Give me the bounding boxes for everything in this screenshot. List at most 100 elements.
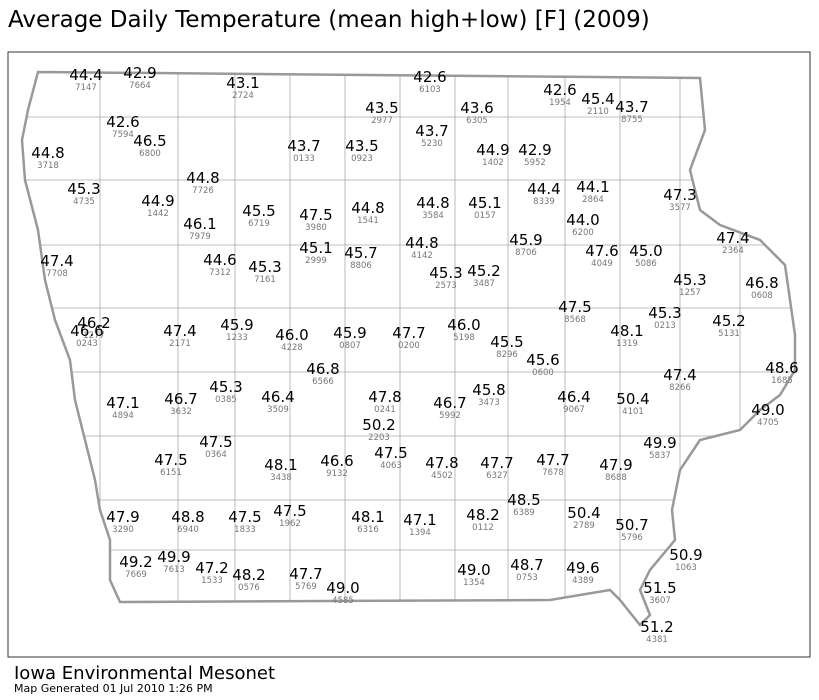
station-id: 6719 bbox=[248, 219, 270, 229]
station-temp: 47.5 bbox=[374, 444, 407, 462]
station-id: 7726 bbox=[192, 186, 214, 196]
station-id: 0112 bbox=[472, 523, 494, 533]
station-temp: 45.2 bbox=[712, 312, 745, 330]
station-temp: 45.3 bbox=[648, 304, 681, 322]
station-temp: 47.5 bbox=[273, 502, 306, 520]
station-id: 1277 bbox=[83, 331, 105, 341]
station-id: 1233 bbox=[226, 333, 248, 343]
station-id: 0608 bbox=[751, 291, 773, 301]
station-id: 2364 bbox=[722, 246, 744, 256]
station-id: 3607 bbox=[649, 596, 671, 606]
station-id: 1954 bbox=[549, 98, 571, 108]
station-id: 4381 bbox=[646, 635, 668, 645]
station-temp: 44.8 bbox=[416, 194, 449, 212]
station-temp: 44.8 bbox=[31, 144, 64, 162]
station-id: 1354 bbox=[463, 578, 485, 588]
station-temp: 48.1 bbox=[610, 322, 643, 340]
station-temp: 44.1 bbox=[576, 178, 609, 196]
station-id: 4735 bbox=[73, 197, 95, 207]
station-temp: 45.1 bbox=[468, 194, 501, 212]
station-id: 4389 bbox=[572, 576, 594, 586]
station-temp: 50.4 bbox=[567, 504, 600, 522]
station-id: 5952 bbox=[524, 158, 546, 168]
station-temp: 42.9 bbox=[123, 64, 156, 82]
station-id: 0576 bbox=[238, 583, 260, 593]
station-temp: 45.9 bbox=[333, 324, 366, 342]
station-id: 1442 bbox=[147, 209, 169, 219]
station-temp: 42.9 bbox=[518, 141, 551, 159]
station-id: 1685 bbox=[771, 376, 793, 386]
station-id: 8806 bbox=[350, 261, 372, 271]
station-id: 4705 bbox=[757, 418, 779, 428]
station-id: 5769 bbox=[295, 582, 317, 592]
station-id: 3584 bbox=[422, 211, 444, 221]
station-temp: 46.7 bbox=[164, 390, 197, 408]
station-id: 1394 bbox=[409, 528, 431, 538]
station-temp: 50.4 bbox=[616, 390, 649, 408]
station-temp: 48.1 bbox=[351, 508, 384, 526]
station-temp: 43.5 bbox=[345, 137, 378, 155]
station-temp: 51.2 bbox=[640, 618, 673, 636]
station-temp: 47.5 bbox=[228, 508, 261, 526]
station-temp: 43.7 bbox=[287, 137, 320, 155]
station-id: 6305 bbox=[466, 116, 488, 126]
station-temp: 47.4 bbox=[716, 229, 749, 247]
station-id: 6200 bbox=[572, 228, 594, 238]
station-id: 0385 bbox=[215, 395, 237, 405]
station-id: 8688 bbox=[605, 473, 627, 483]
station-id: 4063 bbox=[380, 461, 402, 471]
station-id: 0133 bbox=[293, 154, 315, 164]
station-temp: 47.7 bbox=[480, 454, 513, 472]
station-id: 4142 bbox=[411, 251, 433, 261]
station-temp: 47.7 bbox=[536, 451, 569, 469]
station-id: 7147 bbox=[75, 83, 97, 93]
station-id: 7594 bbox=[112, 130, 134, 140]
station-temp: 46.8 bbox=[306, 360, 339, 378]
station-id: 6566 bbox=[312, 377, 334, 387]
station-temp: 42.6 bbox=[413, 68, 446, 86]
footer-source: Iowa Environmental Mesonet bbox=[14, 663, 275, 684]
station-temp: 46.6 bbox=[320, 452, 353, 470]
station-temp: 44.8 bbox=[186, 169, 219, 187]
station-temp: 46.0 bbox=[447, 316, 480, 334]
station-id: 3473 bbox=[478, 398, 500, 408]
station-id: 7664 bbox=[129, 81, 151, 91]
station-id: 4101 bbox=[622, 407, 644, 417]
station-id: 3577 bbox=[669, 203, 691, 213]
station-id: 8339 bbox=[533, 197, 555, 207]
station-id: 5837 bbox=[649, 451, 671, 461]
station-id: 2573 bbox=[435, 281, 457, 291]
station-id: 8755 bbox=[621, 115, 643, 125]
station-id: 2999 bbox=[305, 256, 327, 266]
station-temp: 48.7 bbox=[510, 556, 543, 574]
station-temp: 44.9 bbox=[141, 192, 174, 210]
station-id: 5796 bbox=[621, 533, 643, 543]
station-temp: 47.6 bbox=[585, 242, 618, 260]
station-temp: 45.6 bbox=[526, 351, 559, 369]
station-id: 0157 bbox=[474, 211, 496, 221]
station-id: 8706 bbox=[515, 248, 537, 258]
station-temp: 45.2 bbox=[467, 262, 500, 280]
station-temp: 46.2 bbox=[77, 314, 110, 332]
station-temp: 45.5 bbox=[242, 202, 275, 220]
station-id: 6327 bbox=[486, 471, 508, 481]
station-id: 0807 bbox=[339, 341, 361, 351]
station-temp: 48.2 bbox=[466, 506, 499, 524]
station-id: 7669 bbox=[125, 570, 147, 580]
station-temp: 46.5 bbox=[133, 132, 166, 150]
station-id: 8296 bbox=[496, 350, 518, 360]
station-id: 3438 bbox=[270, 473, 292, 483]
station-id: 1541 bbox=[357, 216, 379, 226]
station-temp: 44.8 bbox=[405, 234, 438, 252]
station-temp: 48.8 bbox=[171, 508, 204, 526]
station-temp: 49.9 bbox=[643, 434, 676, 452]
station-temp: 48.6 bbox=[765, 359, 798, 377]
station-temp: 45.9 bbox=[220, 316, 253, 334]
station-id: 7613 bbox=[163, 565, 185, 575]
station-temp: 45.0 bbox=[629, 242, 662, 260]
station-temp: 43.7 bbox=[615, 98, 648, 116]
station-id: 3632 bbox=[170, 407, 192, 417]
station-id: 8568 bbox=[564, 315, 586, 325]
